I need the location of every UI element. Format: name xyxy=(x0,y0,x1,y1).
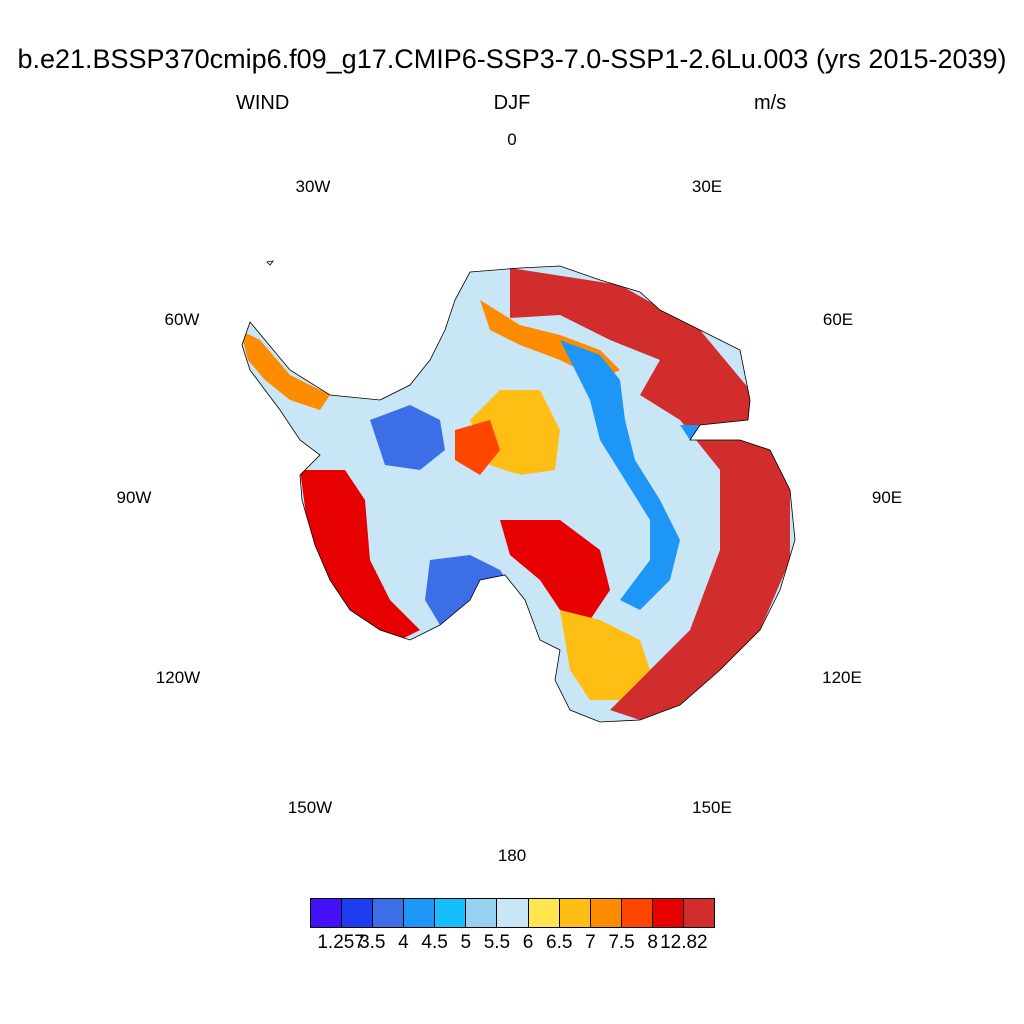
wind-red-south xyxy=(500,520,610,620)
colorbar-segment xyxy=(590,899,622,927)
colorbar-tick-label: 5 xyxy=(460,932,472,953)
colorbar-tick-label: 12.82 xyxy=(660,932,708,953)
colorbar-segment xyxy=(683,899,715,927)
colorbar-segment xyxy=(373,899,405,927)
wind-peninsula xyxy=(242,330,330,410)
longitude-label: 180 xyxy=(497,846,527,865)
colorbar-segment xyxy=(404,899,436,927)
colorbar-tick-label: 6.5 xyxy=(546,932,573,953)
longitude-label: 150E xyxy=(692,798,732,817)
colorbar xyxy=(310,898,715,928)
wind-field xyxy=(242,266,795,722)
wind-strong-east xyxy=(510,268,790,720)
wind-blue-band-east xyxy=(560,340,680,610)
wind-amery-blue xyxy=(680,425,745,440)
wind-yellow-south xyxy=(560,610,650,700)
colorbar-tick-label: 7 xyxy=(585,932,596,953)
colorbar-segment xyxy=(342,899,374,927)
plot-title: b.e21.BSSP370cmip6.f09_g17.CMIP6-SSP3-7.… xyxy=(17,44,1007,74)
colorbar-tick-label: 6 xyxy=(522,932,534,953)
longitude-label: 60W xyxy=(164,310,200,329)
wind-west-coast xyxy=(300,470,420,640)
colorbar-segment xyxy=(528,899,560,927)
colorbar-tick-label: 3.5 xyxy=(359,932,386,953)
island-outline xyxy=(266,260,274,266)
longitude-label: 120E xyxy=(822,668,862,687)
variable-label: WIND xyxy=(236,92,290,114)
colorbar-tick-label: 8 xyxy=(647,932,658,953)
colorbar-tick-label: 4 xyxy=(398,932,409,953)
colorbar-segment xyxy=(497,899,529,927)
colorbar-segment xyxy=(466,899,498,927)
colorbar-tick-label: 5.5 xyxy=(483,932,511,953)
longitude-label: 0 xyxy=(507,130,517,149)
colorbar-segment xyxy=(559,899,591,927)
season-label: DJF xyxy=(493,92,531,114)
longitude-label: 90E xyxy=(871,488,903,507)
colorbar-segment xyxy=(311,899,343,927)
wind-pole xyxy=(490,473,534,517)
wind-blue-west xyxy=(370,405,445,470)
colorbar-segment xyxy=(652,899,684,927)
longitude-label: 90W xyxy=(116,488,152,507)
colorbar-tick-label: 4.5 xyxy=(421,932,448,953)
longitude-label: 150W xyxy=(287,798,333,817)
longitude-label: 60E xyxy=(822,310,854,329)
longitude-label: 30W xyxy=(295,177,331,196)
colorbar-segment xyxy=(435,899,467,927)
units-label: m/s xyxy=(754,92,787,114)
longitude-label: 120W xyxy=(155,668,201,687)
colorbar-tick-label: 7.5 xyxy=(608,932,635,953)
colorbar-tick-label: 1.257 xyxy=(317,932,365,953)
longitude-label: 30E xyxy=(691,177,723,196)
wind-orange-inner xyxy=(455,420,500,475)
colorbar-segment xyxy=(621,899,653,927)
